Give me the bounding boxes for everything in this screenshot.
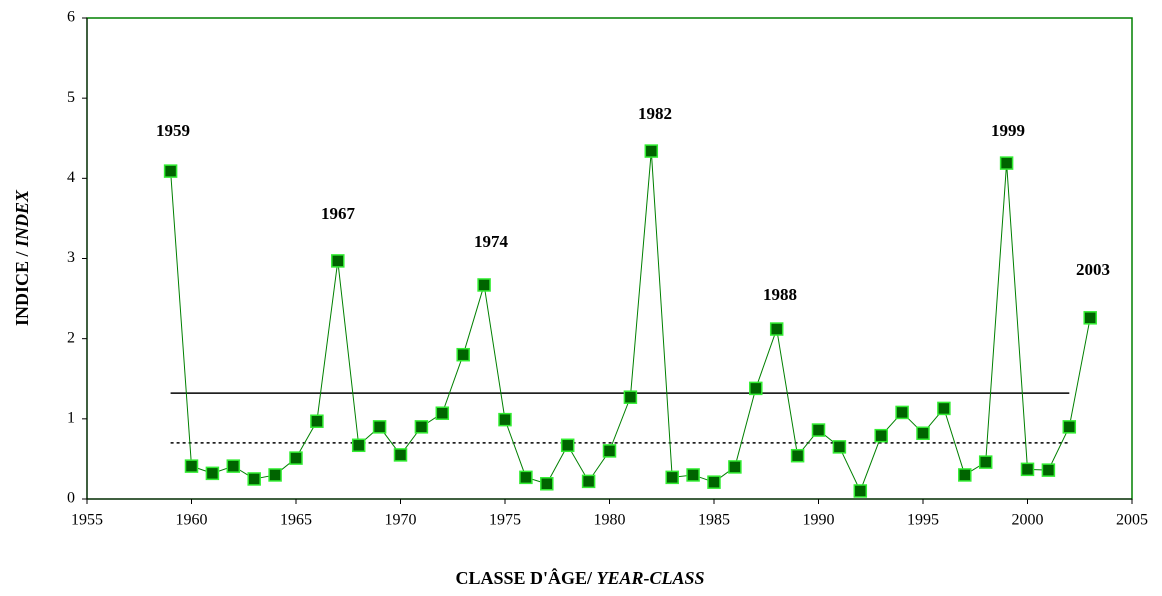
marker	[163, 164, 178, 178]
y-tick-label: 4	[67, 169, 75, 186]
x-tick-label: 1970	[385, 512, 417, 529]
marker	[540, 477, 554, 491]
marker	[665, 470, 679, 485]
marker	[331, 254, 345, 268]
marker	[916, 426, 930, 441]
marker	[498, 412, 512, 427]
marker	[749, 381, 763, 396]
y-axis-label: INDICE / INDEX	[12, 189, 32, 326]
marker	[351, 438, 366, 453]
marker	[581, 474, 596, 489]
x-tick-label: 1990	[803, 512, 835, 529]
marker	[999, 156, 1014, 170]
y-label-main: INDICE /	[12, 247, 32, 326]
x-tick-label: 1995	[907, 512, 939, 529]
marker	[289, 451, 303, 465]
marker	[602, 444, 617, 458]
marker	[393, 448, 408, 462]
marker	[895, 405, 909, 420]
marker	[184, 459, 199, 473]
marker	[1020, 462, 1035, 477]
y-tick-label: 2	[67, 329, 75, 346]
plot-frame	[86, 17, 1133, 500]
marker	[811, 423, 826, 437]
marker	[372, 420, 387, 434]
marker	[310, 414, 324, 428]
marker	[247, 472, 261, 486]
annotation: 1959	[156, 121, 190, 140]
x-tick-label: 1965	[280, 512, 312, 529]
marker	[1062, 420, 1077, 434]
x-label-italic: YEAR-CLASS	[597, 568, 705, 588]
marker	[874, 428, 888, 443]
marker	[623, 390, 638, 404]
marker	[1041, 463, 1056, 477]
marker	[937, 401, 951, 416]
marker	[477, 278, 491, 292]
marker	[686, 468, 700, 482]
x-tick-label: 1975	[489, 512, 521, 529]
y-tick-label: 0	[67, 490, 75, 507]
x-axis-label: CLASSE D'ÂGE/ YEAR-CLASS	[455, 567, 704, 588]
marker	[978, 455, 993, 469]
x-tick-label: 2005	[1116, 512, 1148, 529]
marker	[790, 448, 805, 463]
x-label-main: CLASSE D'ÂGE/	[455, 567, 596, 588]
y-tick-label: 3	[67, 249, 75, 266]
x-tick-label: 1955	[71, 512, 103, 529]
y-tick-label: 1	[67, 410, 75, 427]
marker	[958, 468, 972, 482]
marker	[414, 420, 429, 434]
annotation: 1988	[763, 285, 797, 304]
marker	[707, 475, 721, 489]
series-line	[170, 151, 1091, 493]
marker	[268, 468, 282, 482]
marker	[832, 440, 847, 454]
marker	[456, 347, 470, 362]
annotation: 1982	[638, 104, 672, 123]
marker	[226, 459, 241, 473]
x-tick-label: 1960	[176, 512, 208, 529]
annotation: 2003	[1076, 260, 1110, 279]
y-tick-label: 6	[67, 9, 75, 26]
marker	[1083, 311, 1097, 325]
annotation: 1999	[991, 121, 1025, 140]
marker	[769, 322, 784, 336]
x-tick-label: 2000	[1012, 512, 1044, 529]
y-tick-label: 5	[67, 89, 75, 106]
annotation: 1974	[474, 232, 509, 251]
marker	[205, 466, 220, 481]
marker	[560, 438, 575, 453]
marker	[644, 144, 659, 158]
marker	[435, 406, 450, 420]
marker	[728, 460, 742, 474]
y-label-italic: INDEX	[12, 189, 32, 248]
marker	[853, 484, 868, 498]
marker	[519, 470, 533, 485]
annotation: 1967	[321, 204, 356, 223]
x-tick-label: 1985	[698, 512, 730, 529]
x-tick-label: 1980	[594, 512, 626, 529]
